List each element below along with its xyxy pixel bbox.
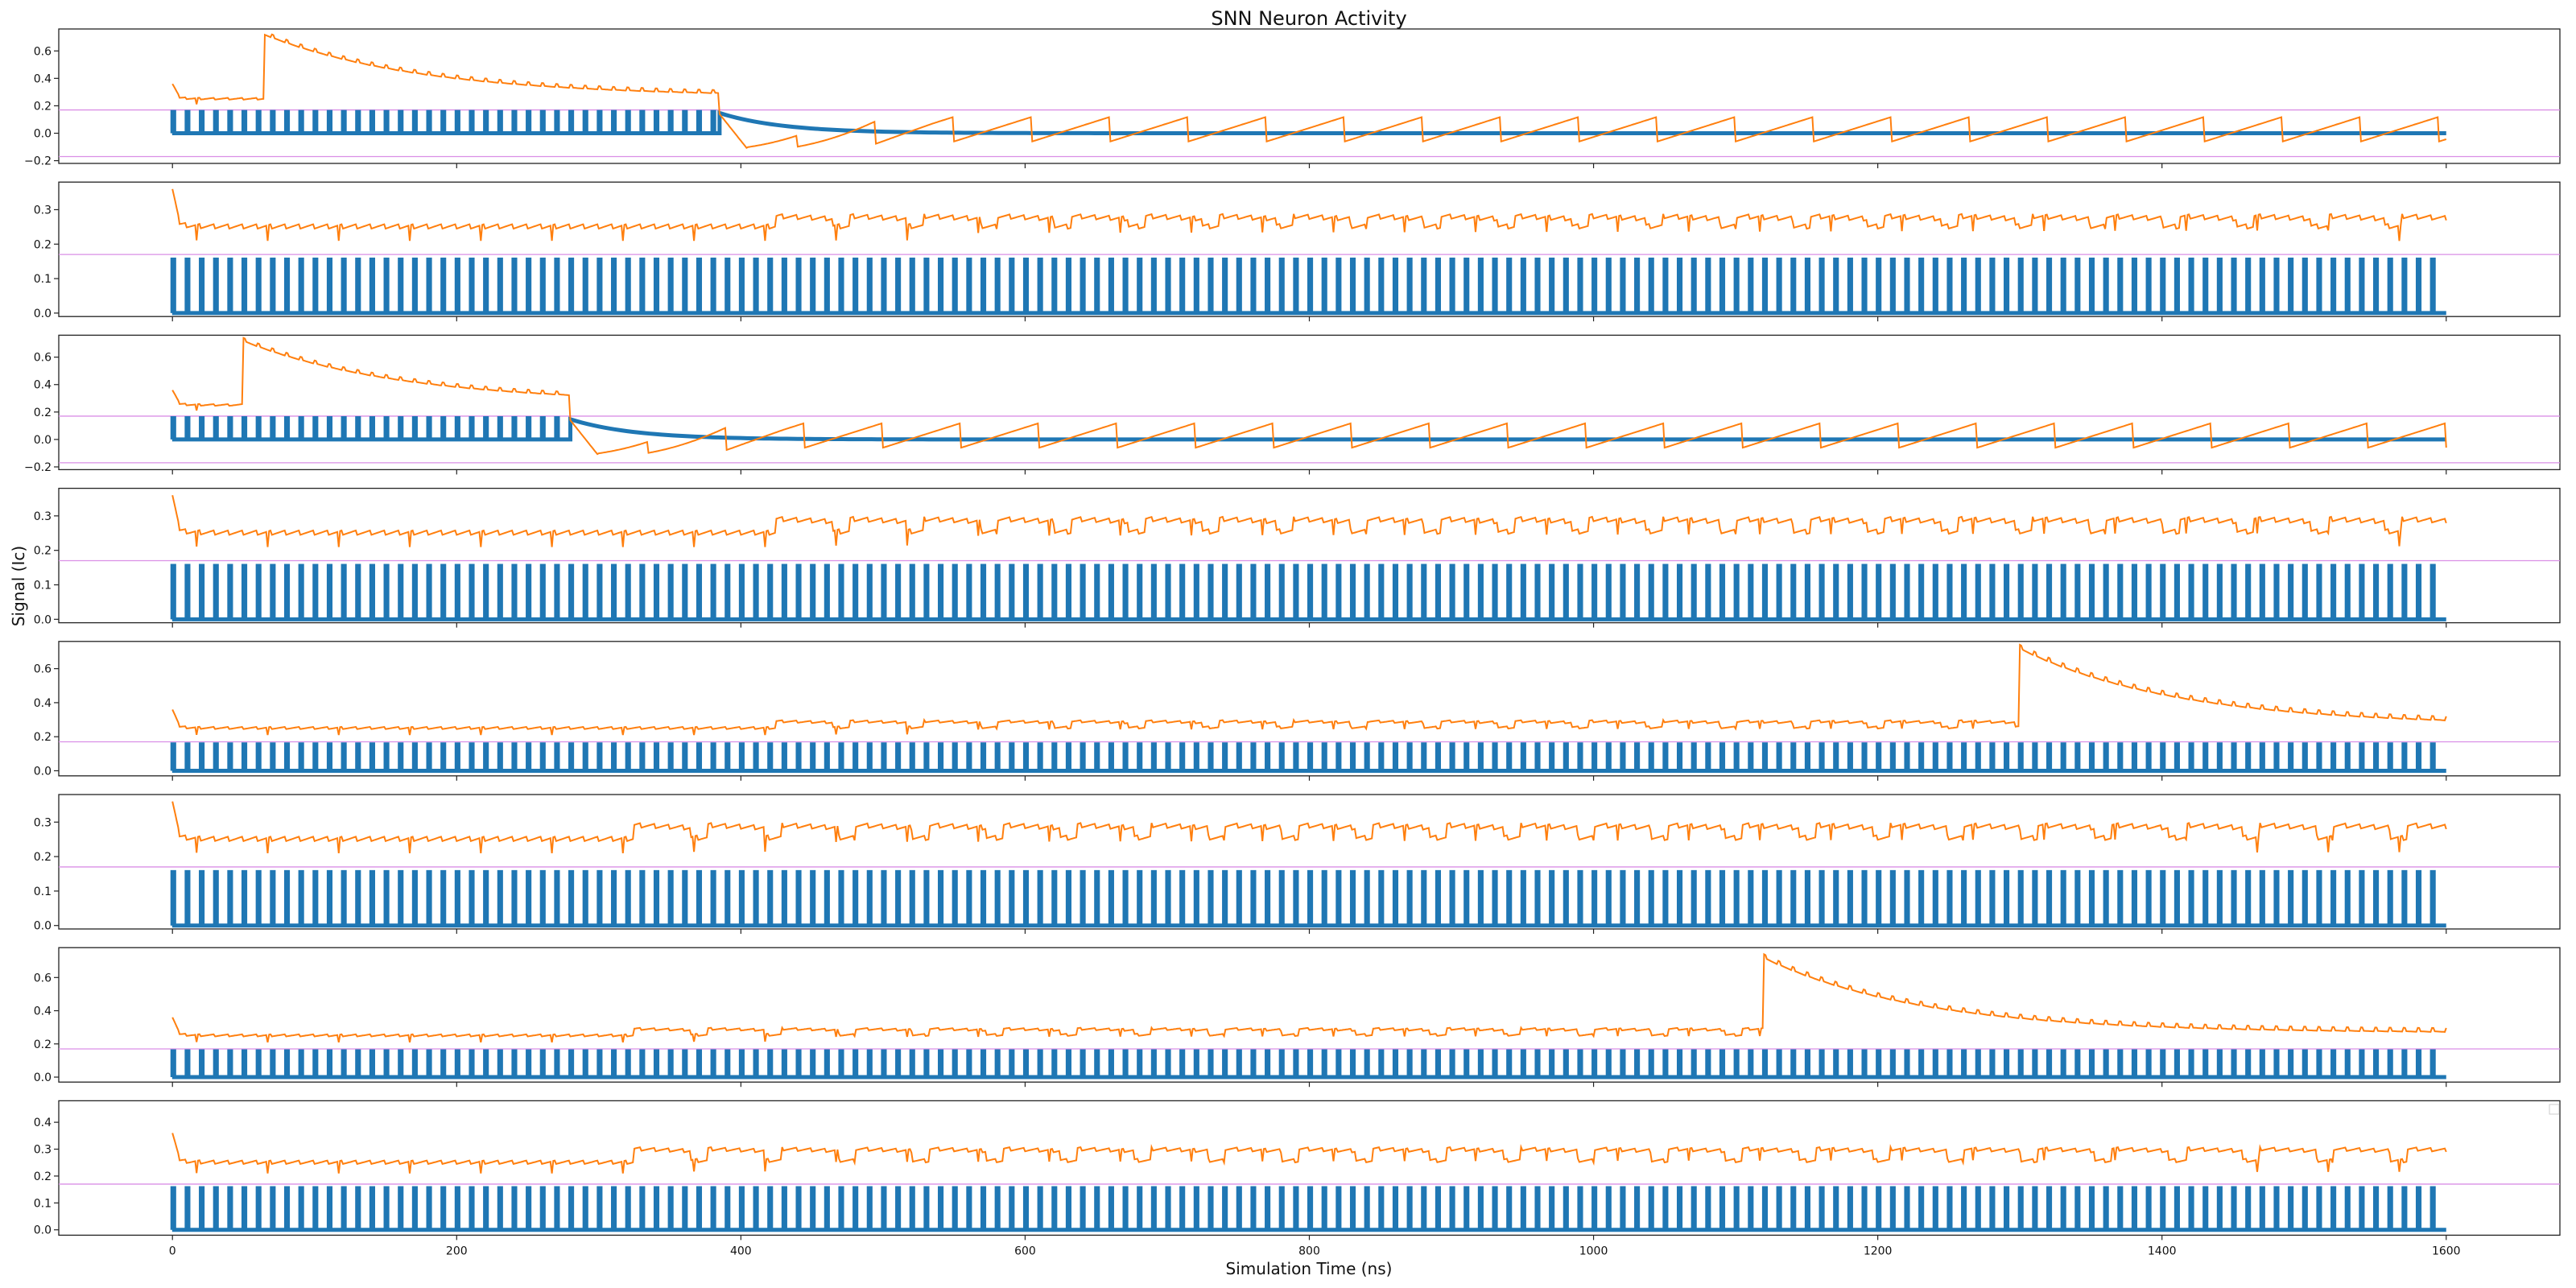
y-tick-label: 0.4	[34, 379, 52, 392]
subplot-panel-4: 0.0 0.1 0.2 0.3	[34, 487, 2561, 628]
y-tick-label: 0.2	[34, 1170, 52, 1183]
y-tick-label: −0.2	[24, 461, 52, 474]
y-tick-label: 0.0	[34, 434, 52, 447]
y-tick-label: 0.3	[34, 204, 52, 217]
y-tick-label: 0.0	[34, 1224, 52, 1237]
y-axis-label: Signal (Ic)	[9, 546, 28, 626]
signal-trace	[171, 188, 2447, 242]
y-tick-label: 0.1	[34, 579, 52, 592]
y-tick-label: 0.3	[34, 816, 52, 829]
legend	[2549, 1104, 2560, 1115]
y-tick-label: 0.0	[34, 1071, 52, 1084]
subplot-panels: −0.20.00.20.40.60.00.10.20.3−0.20.00.20.…	[24, 28, 2561, 1257]
y-tick-label: 0.4	[34, 1117, 52, 1129]
y-tick-label: 0.0	[34, 613, 52, 626]
signal-trace	[171, 801, 2447, 853]
x-tick-label: 600	[1014, 1245, 1036, 1257]
signal-trace	[171, 33, 2447, 149]
signal-trace	[171, 494, 2447, 547]
y-tick-label: 0.2	[34, 407, 52, 419]
spike-train	[170, 258, 2446, 316]
y-tick-label: 0.4	[34, 1005, 52, 1018]
subplot-panel-2: 0.0 0.1 0.2 0.3	[34, 181, 2561, 322]
spike-train	[170, 564, 2446, 621]
subplot-panel-6: 0.0 0.1 0.2 0.3	[34, 794, 2561, 934]
y-tick-label: 0.3	[34, 510, 52, 523]
spike-train	[170, 1186, 2446, 1232]
chart-title: SNN Neuron Activity	[1211, 7, 1406, 30]
y-tick-label: 0.6	[34, 972, 52, 985]
signal-trace	[171, 643, 2447, 736]
signal-trace	[171, 1133, 2447, 1174]
y-tick-label: 0.0	[34, 308, 52, 320]
spike-train	[170, 1049, 2446, 1080]
subplot-panel-7: 0.0 0.2 0.4 0.6	[34, 947, 2561, 1088]
x-axis-label: Simulation Time (ns)	[1226, 1259, 1393, 1278]
y-tick-label: 0.2	[34, 238, 52, 251]
x-tick-label: 1400	[2148, 1245, 2177, 1257]
y-tick-label: 0.2	[34, 851, 52, 864]
y-tick-label: 0.2	[34, 100, 52, 113]
y-tick-label: 0.6	[34, 352, 52, 365]
y-tick-label: 0.6	[34, 45, 52, 58]
y-tick-label: −0.2	[24, 155, 52, 168]
subplot-panel-5: 0.0 0.2 0.4 0.6	[34, 641, 2561, 781]
y-tick-label: 0.6	[34, 663, 52, 676]
x-tick-label: 0	[169, 1245, 176, 1257]
y-tick-label: 0.4	[34, 72, 52, 85]
legend-box-frame	[2549, 1104, 2560, 1115]
y-tick-label: 0.3	[34, 1144, 52, 1157]
x-tick-label: 1000	[1579, 1245, 1608, 1257]
x-tick-label: 800	[1298, 1245, 1320, 1257]
x-tick-label: 1600	[2432, 1245, 2461, 1257]
subplot-panel-3: −0.2 0.0 0.2 0.4 0.6	[24, 334, 2561, 475]
spike-train	[170, 869, 2446, 928]
y-tick-label: 0.2	[34, 731, 52, 744]
signal-trace	[171, 952, 2447, 1042]
y-tick-label: 0.2	[34, 1038, 52, 1051]
subplot-panel-1: −0.2 0.0 0.2 0.4 0.6	[24, 28, 2561, 168]
x-tick-label: 200	[446, 1245, 468, 1257]
y-tick-label: 0.1	[34, 273, 52, 286]
x-tick-label: 1200	[1864, 1245, 1893, 1257]
y-tick-label: 0.1	[34, 1197, 52, 1210]
y-tick-label: 0.0	[34, 765, 52, 778]
y-tick-label: 0.0	[34, 920, 52, 933]
y-tick-label: 0.2	[34, 545, 52, 558]
y-tick-label: 0.1	[34, 886, 52, 898]
spike-train	[170, 415, 2446, 442]
subplot-panel-8: 0.0 0.1 0.2 0.3 0.4 0 200 400 600 800 1000 1200 1400…	[34, 1100, 2561, 1257]
signal-trace	[171, 336, 2447, 456]
x-tick-label: 400	[730, 1245, 752, 1257]
panel-frame	[58, 334, 2561, 471]
spike-train	[170, 742, 2446, 773]
y-tick-label: 0.4	[34, 697, 52, 710]
panel-frame	[58, 28, 2561, 164]
y-tick-label: 0.0	[34, 128, 52, 141]
